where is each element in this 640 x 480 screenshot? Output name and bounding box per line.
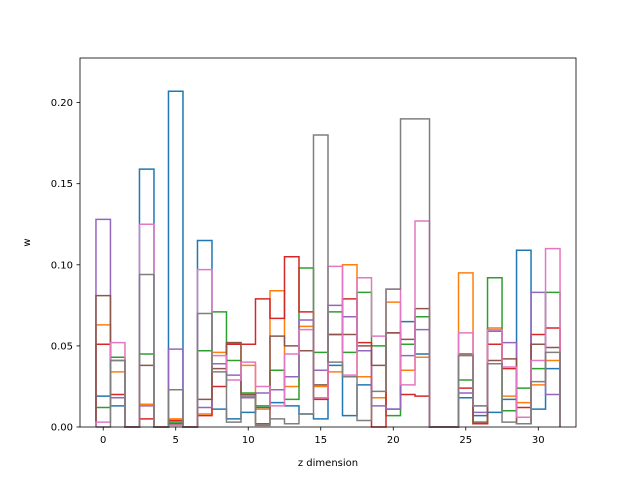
y-tick-label: 0.20: [51, 98, 73, 109]
x-tick-label: 15: [314, 435, 327, 446]
series-8-step-line: [95, 118, 561, 428]
x-tick-label: 10: [242, 435, 255, 446]
x-tick-label: 20: [387, 435, 400, 446]
plot-frame: [79, 57, 577, 428]
y-axis-label: w: [22, 238, 33, 246]
y-tick-label: 0.10: [51, 260, 73, 271]
x-tick-label: 5: [173, 435, 179, 446]
y-tick-label: 0.15: [51, 179, 73, 190]
y-tick-label: 0.00: [51, 423, 73, 434]
axes-layer: [79, 57, 577, 428]
x-ticks: 0 5 10 15 20 25 30: [100, 427, 545, 446]
y-tick-label: 0.05: [51, 341, 73, 352]
y-ticks: 0.00 0.05 0.10 0.15 0.20: [51, 98, 80, 434]
series-layer: [95, 90, 561, 428]
series-8: [95, 118, 561, 428]
x-tick-label: 30: [532, 435, 545, 446]
x-axis-label: z dimension: [298, 458, 358, 469]
x-tick-label: 0: [100, 435, 106, 446]
x-tick-label: 25: [459, 435, 472, 446]
